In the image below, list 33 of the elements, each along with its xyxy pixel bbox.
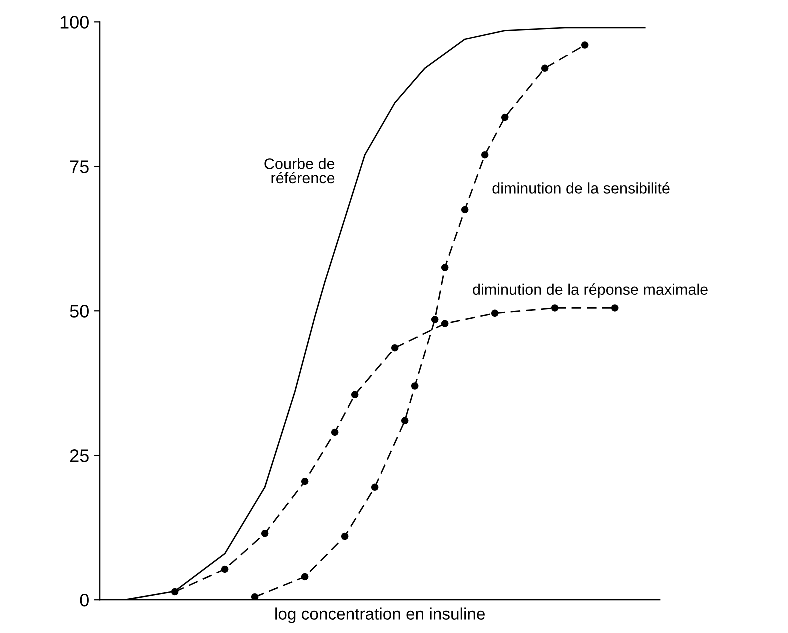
point [371,484,379,492]
point [221,566,229,574]
point [551,304,559,312]
point [431,316,439,324]
point [491,310,499,318]
point [401,417,409,425]
point [541,64,549,72]
point [441,264,449,272]
point [461,206,469,214]
point [441,320,449,328]
point [171,588,179,596]
point [341,532,349,540]
series-label: diminution de la sensibilité [492,182,670,194]
y-tick-label: 100 [60,16,89,29]
x-axis-title: log concentration en insuline [276,608,485,624]
y-tick-label: 50 [70,305,89,318]
point [581,42,589,49]
y-tick-label: 75 [70,160,89,174]
point [411,382,419,390]
series-label: diminution de la réponse maximale [473,284,708,298]
point [611,304,619,312]
point [251,594,259,600]
point [261,530,269,538]
point [501,114,509,122]
series-label: Courbe de référence [264,158,335,184]
y-tick-label: 25 [70,450,89,462]
point [351,391,359,399]
point [301,573,309,581]
y-tick-label: 0 [80,594,89,607]
point [331,428,339,436]
point [481,151,489,159]
point [391,344,399,352]
point [301,478,309,486]
